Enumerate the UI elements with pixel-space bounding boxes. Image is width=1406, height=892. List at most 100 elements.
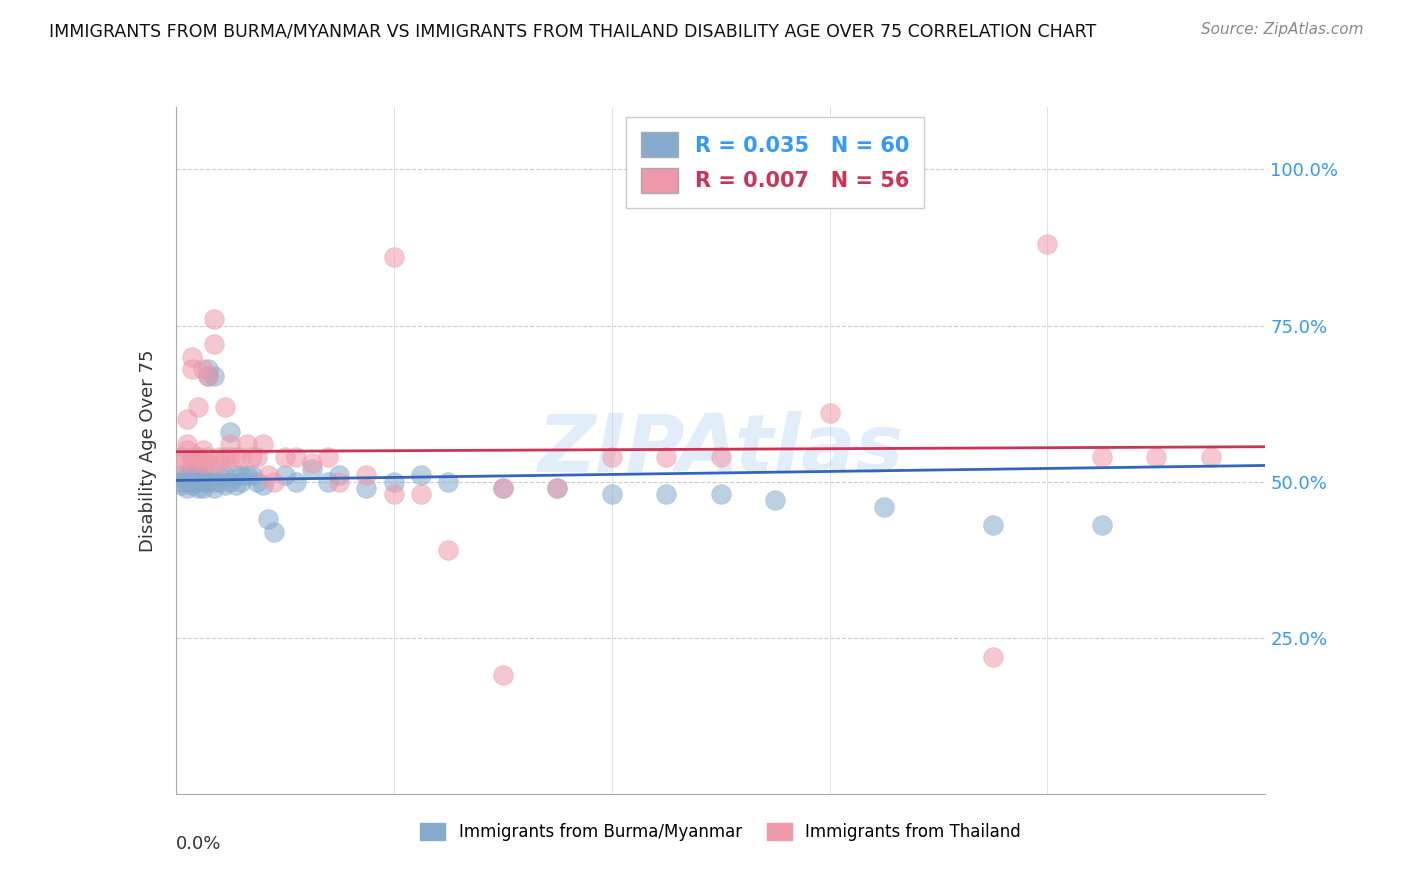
Point [356,468,378,483]
Point [546,481,568,495]
Point [1144,450,1167,464]
Point [219,475,242,489]
Point [191,471,214,485]
Point [284,475,307,489]
Point [655,450,678,464]
Point [225,468,247,483]
Point [257,468,280,483]
Point [225,450,247,464]
Point [257,512,280,526]
Point [176,443,198,458]
Point [546,481,568,495]
Point [202,312,225,326]
Point [181,462,204,476]
Point [208,456,231,470]
Point [208,475,231,489]
Point [252,437,274,451]
Point [763,493,786,508]
Point [197,368,219,383]
Point [1091,518,1114,533]
Point [202,475,225,489]
Point [240,450,263,464]
Point [492,668,515,682]
Point [214,468,236,483]
Point [246,450,269,464]
Point [219,437,242,451]
Point [981,649,1004,664]
Point [181,468,204,483]
Point [181,362,204,376]
Point [176,468,198,483]
Legend: R = 0.035   N = 60, R = 0.007   N = 56: R = 0.035 N = 60, R = 0.007 N = 56 [626,118,924,208]
Point [191,475,214,489]
Point [1036,237,1059,252]
Point [382,250,405,264]
Point [181,350,204,364]
Point [186,466,209,480]
Point [1199,450,1222,464]
Point [170,450,193,464]
Point [219,425,242,439]
Point [176,471,198,485]
Point [231,450,253,464]
Point [328,475,350,489]
Point [191,462,214,476]
Point [600,450,623,464]
Point [710,450,733,464]
Point [235,437,257,451]
Point [186,400,209,414]
Point [197,368,219,383]
Point [214,478,236,492]
Point [186,481,209,495]
Point [274,468,297,483]
Point [186,468,209,483]
Point [214,400,236,414]
Point [170,475,193,489]
Point [202,481,225,495]
Point [219,450,242,464]
Point [214,450,236,464]
Point [710,487,733,501]
Point [492,481,515,495]
Point [181,456,204,470]
Point [1091,450,1114,464]
Point [181,450,204,464]
Point [231,468,253,483]
Point [186,450,209,464]
Point [235,468,257,483]
Point [197,362,219,376]
Point [176,437,198,451]
Point [328,468,350,483]
Point [382,487,405,501]
Point [202,337,225,351]
Point [191,362,214,376]
Point [655,487,678,501]
Point [409,468,432,483]
Point [252,478,274,492]
Point [318,475,340,489]
Point [186,475,209,489]
Point [492,481,515,495]
Point [176,481,198,495]
Point [231,475,253,489]
Text: IMMIGRANTS FROM BURMA/MYANMAR VS IMMIGRANTS FROM THAILAND DISABILITY AGE OVER 75: IMMIGRANTS FROM BURMA/MYANMAR VS IMMIGRA… [49,22,1097,40]
Point [409,487,432,501]
Text: Source: ZipAtlas.com: Source: ZipAtlas.com [1201,22,1364,37]
Y-axis label: Disability Age Over 75: Disability Age Over 75 [139,349,157,552]
Point [202,368,225,383]
Point [274,450,297,464]
Point [181,478,204,492]
Point [176,475,198,489]
Point [246,475,269,489]
Point [240,468,263,483]
Point [225,478,247,492]
Point [600,487,623,501]
Point [981,518,1004,533]
Point [197,475,219,489]
Point [437,475,460,489]
Point [318,450,340,464]
Text: ZIPAtlas: ZIPAtlas [537,411,904,490]
Point [208,450,231,464]
Point [197,450,219,464]
Point [818,406,841,420]
